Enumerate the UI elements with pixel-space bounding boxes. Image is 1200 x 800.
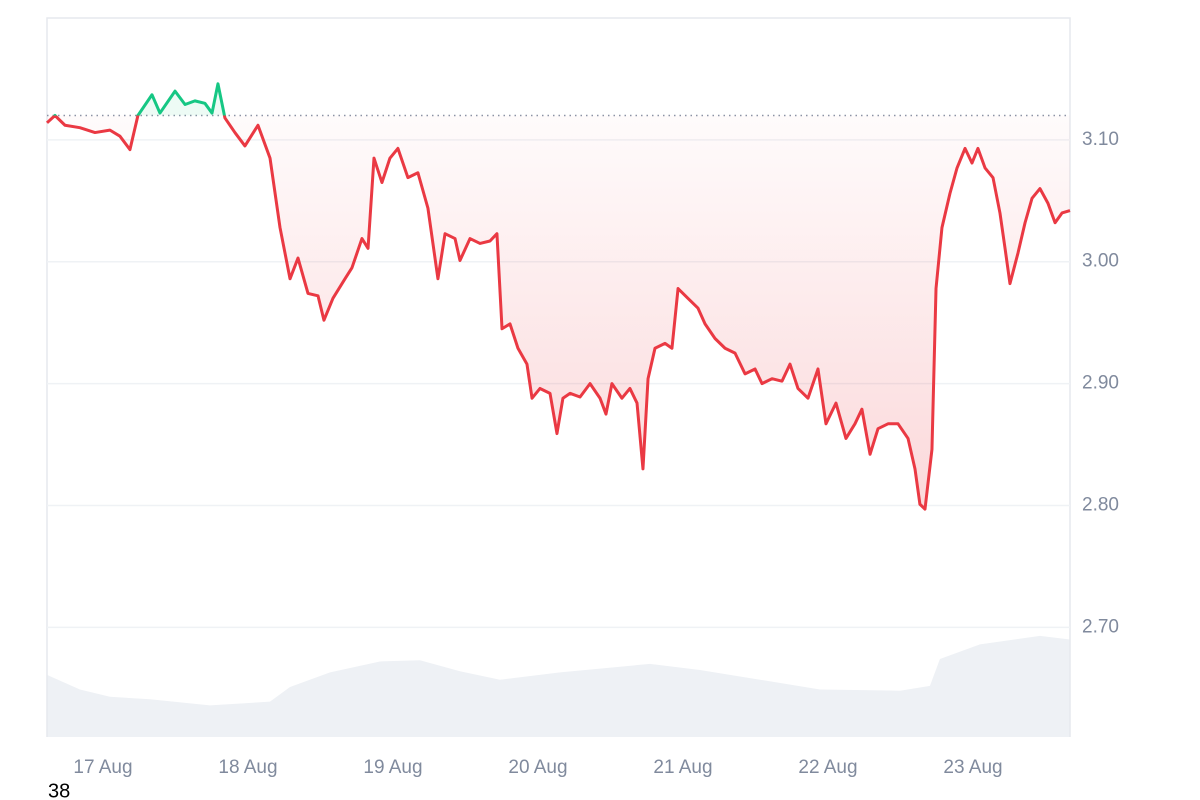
x-tick-label: 17 Aug — [73, 757, 132, 778]
footer-text: 38 — [48, 780, 70, 800]
x-tick-label: 21 Aug — [653, 757, 712, 778]
x-tick-label: 20 Aug — [508, 757, 567, 778]
area-below — [47, 115, 1070, 510]
volume-area — [47, 635, 1070, 737]
y-tick-label: 2.80 — [1082, 494, 1119, 515]
x-tick-label: 19 Aug — [363, 757, 422, 778]
x-tick-label: 18 Aug — [218, 757, 277, 778]
x-tick-label: 23 Aug — [943, 757, 1002, 778]
y-tick-label: 3.00 — [1082, 251, 1119, 272]
y-tick-label: 2.90 — [1082, 373, 1119, 394]
x-tick-label: 22 Aug — [798, 757, 857, 778]
plot-frame — [46, 17, 1071, 737]
y-tick-label: 3.10 — [1082, 129, 1119, 150]
y-tick-label: 2.70 — [1082, 616, 1119, 637]
price-line — [45, 115, 1071, 511]
